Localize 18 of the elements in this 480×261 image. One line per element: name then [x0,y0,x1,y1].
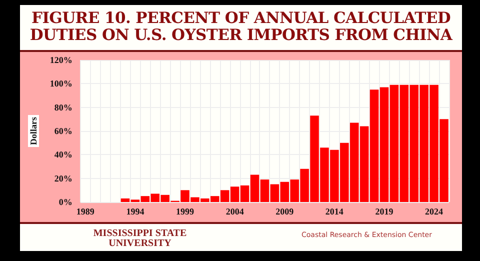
y-tick-label: 60% [54,126,72,136]
x-tick-label: 2024 [425,206,444,216]
y-tick-label: 20% [54,173,72,184]
text: MISSISSIPPI STATE UNIVERSITY [92,228,188,249]
x-tick-label: 2019 [375,206,394,216]
x-tick-label: 1989 [76,206,95,216]
chart-title: FIGURE 10. PERCENT OF ANNUAL CALCULATED DUTIES ON U.S. OYSTER IMPORTS FROM CHINA [28,8,454,44]
x-tick-label: 1999 [176,206,195,216]
x-tick-label: 2009 [276,206,294,216]
x-tick-label: 2014 [325,206,344,216]
y-tick-label: 100% [50,78,72,89]
x-tick-label: 1994 [126,206,145,216]
x-tick-label: 2004 [226,206,244,216]
y-tick-label: 40% [54,150,72,160]
y-tick-label: 0% [58,197,72,207]
y-tick-label: 120% [50,55,72,65]
y-tick-label: 80% [54,102,72,112]
y-axis-title: Dollars [28,116,38,145]
